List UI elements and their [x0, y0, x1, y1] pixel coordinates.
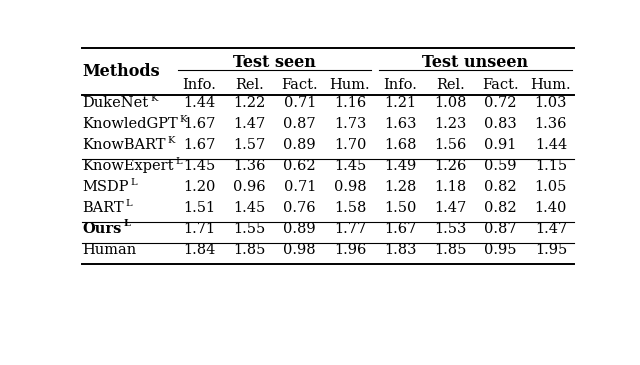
- Text: Human: Human: [83, 243, 137, 257]
- Text: DukeNet: DukeNet: [83, 96, 148, 110]
- Text: K: K: [150, 94, 157, 103]
- Text: 1.70: 1.70: [334, 138, 366, 152]
- Text: KnowBART: KnowBART: [83, 138, 166, 152]
- Text: 1.53: 1.53: [435, 222, 467, 236]
- Text: 0.95: 0.95: [484, 243, 517, 257]
- Text: 1.16: 1.16: [334, 96, 366, 110]
- Text: 1.73: 1.73: [334, 117, 366, 131]
- Text: 1.71: 1.71: [183, 222, 216, 236]
- Text: 1.26: 1.26: [435, 159, 467, 173]
- Text: 1.28: 1.28: [384, 180, 417, 194]
- Text: 1.08: 1.08: [434, 96, 467, 110]
- Text: 0.71: 0.71: [284, 180, 316, 194]
- Text: 1.56: 1.56: [435, 138, 467, 152]
- Text: 1.96: 1.96: [334, 243, 366, 257]
- Text: 0.72: 0.72: [484, 96, 517, 110]
- Text: Fact.: Fact.: [282, 77, 318, 92]
- Text: 1.40: 1.40: [534, 201, 567, 215]
- Text: 1.23: 1.23: [435, 117, 467, 131]
- Text: 1.85: 1.85: [234, 243, 266, 257]
- Text: 1.67: 1.67: [183, 117, 216, 131]
- Text: 0.89: 0.89: [284, 138, 316, 152]
- Text: 1.84: 1.84: [183, 243, 216, 257]
- Text: 1.44: 1.44: [535, 138, 567, 152]
- Text: L: L: [124, 219, 130, 228]
- Text: 0.71: 0.71: [284, 96, 316, 110]
- Text: 1.85: 1.85: [435, 243, 467, 257]
- Text: 1.50: 1.50: [384, 201, 417, 215]
- Text: 1.57: 1.57: [234, 138, 266, 152]
- Text: MSDP: MSDP: [83, 180, 129, 194]
- Text: 1.36: 1.36: [534, 117, 567, 131]
- Text: 1.83: 1.83: [384, 243, 417, 257]
- Text: 1.18: 1.18: [435, 180, 467, 194]
- Text: L: L: [131, 178, 137, 187]
- Text: Test unseen: Test unseen: [422, 54, 529, 70]
- Text: Methods: Methods: [83, 63, 160, 80]
- Text: 1.58: 1.58: [334, 201, 366, 215]
- Text: 1.21: 1.21: [384, 96, 416, 110]
- Text: Rel.: Rel.: [436, 77, 465, 92]
- Text: 0.82: 0.82: [484, 180, 517, 194]
- Text: Rel.: Rel.: [235, 77, 264, 92]
- Text: L: L: [175, 157, 182, 166]
- Text: K: K: [180, 115, 187, 124]
- Text: 1.15: 1.15: [535, 159, 567, 173]
- Text: Ours: Ours: [83, 222, 122, 236]
- Text: 1.47: 1.47: [234, 117, 266, 131]
- Text: 1.49: 1.49: [384, 159, 417, 173]
- Text: 1.22: 1.22: [234, 96, 266, 110]
- Text: L: L: [125, 199, 132, 208]
- Text: 1.55: 1.55: [234, 222, 266, 236]
- Text: 1.63: 1.63: [384, 117, 417, 131]
- Text: 0.89: 0.89: [284, 222, 316, 236]
- Text: 0.76: 0.76: [284, 201, 316, 215]
- Text: 1.45: 1.45: [183, 159, 216, 173]
- Text: Info.: Info.: [182, 77, 216, 92]
- Text: 1.95: 1.95: [535, 243, 567, 257]
- Text: KnowExpert: KnowExpert: [83, 159, 174, 173]
- Text: Fact.: Fact.: [483, 77, 519, 92]
- Text: K: K: [168, 136, 175, 145]
- Text: 1.36: 1.36: [234, 159, 266, 173]
- Text: 1.47: 1.47: [435, 201, 467, 215]
- Text: 1.45: 1.45: [234, 201, 266, 215]
- Text: 0.87: 0.87: [484, 222, 517, 236]
- Text: 0.83: 0.83: [484, 117, 517, 131]
- Text: 1.20: 1.20: [183, 180, 216, 194]
- Text: Hum.: Hum.: [531, 77, 572, 92]
- Text: 0.96: 0.96: [233, 180, 266, 194]
- Text: 1.05: 1.05: [534, 180, 567, 194]
- Text: BART: BART: [83, 201, 124, 215]
- Text: Info.: Info.: [383, 77, 417, 92]
- Text: 1.67: 1.67: [384, 222, 417, 236]
- Text: 1.45: 1.45: [334, 159, 366, 173]
- Text: 1.77: 1.77: [334, 222, 366, 236]
- Text: 1.51: 1.51: [183, 201, 216, 215]
- Text: 0.87: 0.87: [284, 117, 316, 131]
- Text: 0.98: 0.98: [284, 243, 316, 257]
- Text: 1.03: 1.03: [534, 96, 567, 110]
- Text: 1.67: 1.67: [183, 138, 216, 152]
- Text: 1.47: 1.47: [535, 222, 567, 236]
- Text: Test seen: Test seen: [233, 54, 316, 70]
- Text: 0.98: 0.98: [333, 180, 366, 194]
- Text: KnowledGPT: KnowledGPT: [83, 117, 178, 131]
- Text: 0.59: 0.59: [484, 159, 517, 173]
- Text: 0.91: 0.91: [484, 138, 517, 152]
- Text: 0.62: 0.62: [284, 159, 316, 173]
- Text: 1.44: 1.44: [183, 96, 216, 110]
- Text: Hum.: Hum.: [330, 77, 371, 92]
- Text: 1.68: 1.68: [384, 138, 417, 152]
- Text: 0.82: 0.82: [484, 201, 517, 215]
